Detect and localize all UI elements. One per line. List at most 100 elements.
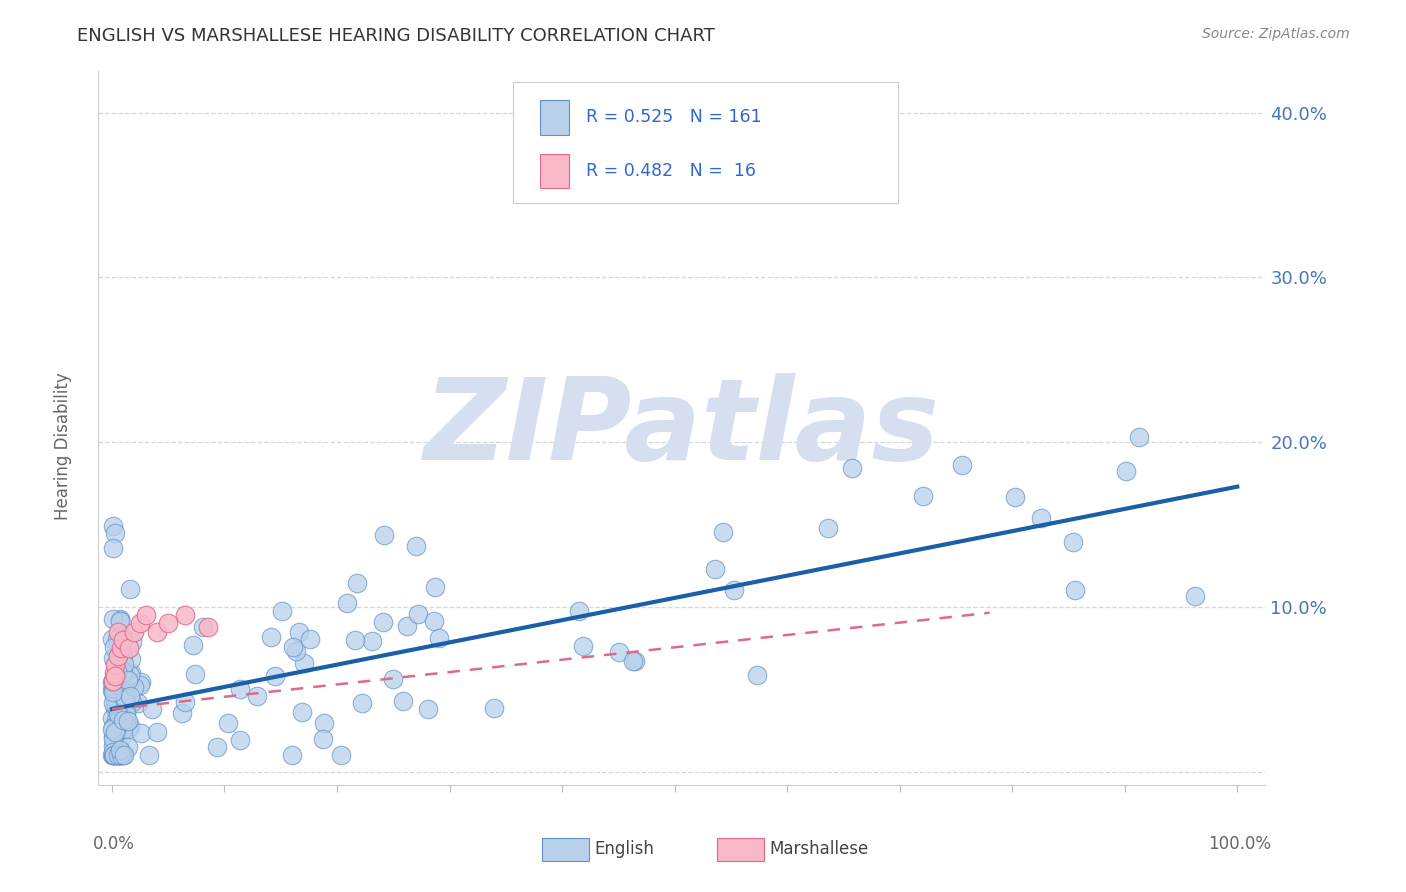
Point [228,681,250,696]
Point [101,720,124,734]
Point [108,614,131,628]
Point [408,607,430,622]
Point [1004,490,1026,504]
Point [129,616,152,631]
Point [111,748,134,763]
Text: R = 0.525   N = 161: R = 0.525 N = 161 [586,108,762,126]
Point [330,748,353,763]
Point [298,632,321,646]
Point [101,722,124,736]
Point [103,748,125,763]
Point [112,657,135,671]
Point [105,664,128,678]
Point [108,612,131,626]
Point [135,608,157,623]
Point [112,713,135,727]
Point [271,604,294,618]
Point [112,690,135,704]
Point [101,632,124,646]
Point [105,632,128,647]
Point [117,740,139,755]
Point [107,748,129,763]
Point [101,612,124,626]
Point [101,541,124,555]
Point [1128,430,1150,444]
Point [101,711,124,725]
Point [105,678,128,692]
Point [118,641,141,656]
Point [104,702,127,716]
Point [1184,590,1206,604]
Point [146,724,169,739]
Point [817,521,839,535]
Point [118,668,141,682]
Text: 0.0%: 0.0% [93,835,135,853]
Point [103,748,125,763]
Point [184,667,207,681]
Point [1062,534,1084,549]
Point [107,624,129,639]
Point [197,620,219,634]
Point [114,694,136,708]
Point [112,648,135,663]
Point [104,657,127,672]
Point [373,528,395,542]
FancyBboxPatch shape [513,82,898,203]
Text: Hearing Disability: Hearing Disability [55,372,72,520]
Point [127,696,149,710]
Point [482,700,505,714]
Point [101,748,124,763]
Point [607,645,630,659]
Point [174,695,197,709]
Point [110,641,132,656]
Point [103,748,125,763]
Point [101,673,124,688]
Point [335,596,357,610]
Point [429,632,451,646]
Point [103,748,125,763]
Point [392,694,415,708]
Point [107,649,129,664]
Point [120,689,142,703]
Point [104,656,127,670]
Point [361,634,384,648]
Point [108,712,131,726]
Point [108,732,131,747]
Point [112,748,135,763]
Point [104,669,127,683]
Point [118,719,141,733]
Point [107,748,129,763]
Point [395,619,418,633]
Point [405,539,427,553]
Point [1029,511,1052,525]
Point [101,745,124,759]
Point [264,669,287,683]
Point [101,519,124,533]
Point [120,582,142,596]
Point [217,716,239,731]
Point [117,714,139,729]
Point [343,632,366,647]
Point [115,712,138,726]
Point [103,730,125,744]
Point [108,748,131,763]
Point [281,748,304,763]
Point [283,640,305,654]
Point [117,673,139,688]
Point [246,689,269,703]
Point [841,460,863,475]
Point [104,699,127,714]
Point [745,667,768,681]
Text: Marshallese: Marshallese [769,840,869,858]
Point [103,681,125,695]
Point [623,654,645,668]
Point [117,676,139,690]
Point [101,651,124,665]
FancyBboxPatch shape [717,838,763,861]
Text: English: English [595,840,654,858]
Point [103,748,125,763]
Point [110,717,132,731]
Point [105,723,128,737]
Text: 100.0%: 100.0% [1208,835,1271,853]
Point [207,740,229,755]
